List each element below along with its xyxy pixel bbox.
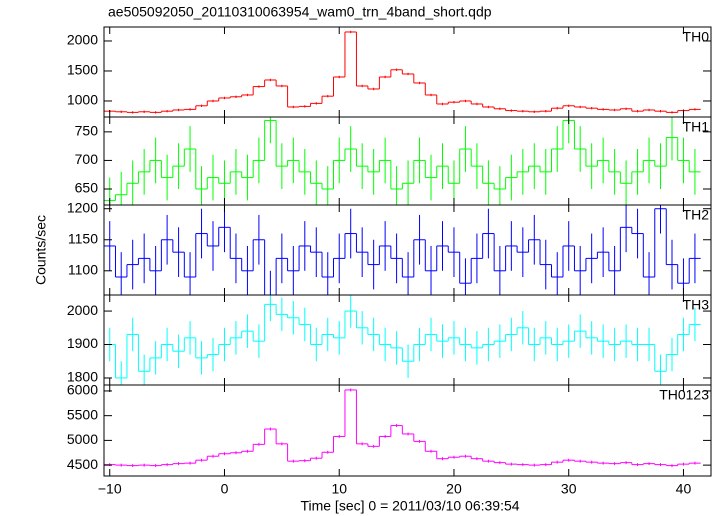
panel: [104, 205, 701, 295]
y-tick-label: 2000: [67, 32, 98, 48]
y-tick-label: 4500: [67, 456, 98, 472]
panel: [104, 30, 701, 114]
panel-label: TH3: [683, 297, 710, 313]
y-tick-label: 1000: [67, 92, 98, 108]
panel: [104, 388, 701, 468]
y-tick-label: 1100: [68, 261, 98, 277]
panel-frame: [103, 384, 712, 477]
y-tick-label: 1900: [67, 335, 98, 351]
panel-label: TH0123: [659, 387, 709, 403]
y-axis-label: Counts/sec: [33, 215, 49, 285]
y-tick-label: 1200: [67, 199, 98, 215]
panel-label: TH1: [683, 119, 710, 135]
panel-frame: [103, 294, 712, 386]
y-tick-label: 750: [75, 123, 99, 139]
y-tick-label: 2000: [67, 302, 98, 318]
x-tick-label: 30: [561, 481, 577, 497]
panel: [104, 295, 701, 385]
y-tick-label: 5500: [67, 406, 98, 422]
x-tick-label: 10: [331, 481, 347, 497]
y-tick-label: 1500: [67, 62, 98, 78]
x-tick-label: −10: [98, 481, 122, 497]
x-axis-label: Time [sec] 0 = 2011/03/10 06:39:54: [300, 498, 519, 514]
y-tick-label: 1150: [68, 230, 98, 246]
chart-title: ae505092050_20110310063954_wam0_trn_4ban…: [108, 4, 492, 20]
panel-frame: [103, 116, 712, 206]
panel-label: TH2: [683, 207, 710, 223]
y-tick-label: 650: [75, 180, 99, 196]
panel: [104, 117, 701, 205]
y-tick-label: 5000: [67, 431, 98, 447]
y-tick-label: 6000: [67, 382, 98, 398]
y-tick-label: 700: [75, 151, 99, 167]
x-tick-label: 40: [676, 481, 692, 497]
x-tick-label: 20: [446, 481, 462, 497]
panel-label: TH0: [683, 29, 710, 45]
y-tick-label: 1800: [67, 369, 98, 385]
x-tick-label: 0: [221, 481, 229, 497]
panel-frame: [103, 26, 712, 118]
